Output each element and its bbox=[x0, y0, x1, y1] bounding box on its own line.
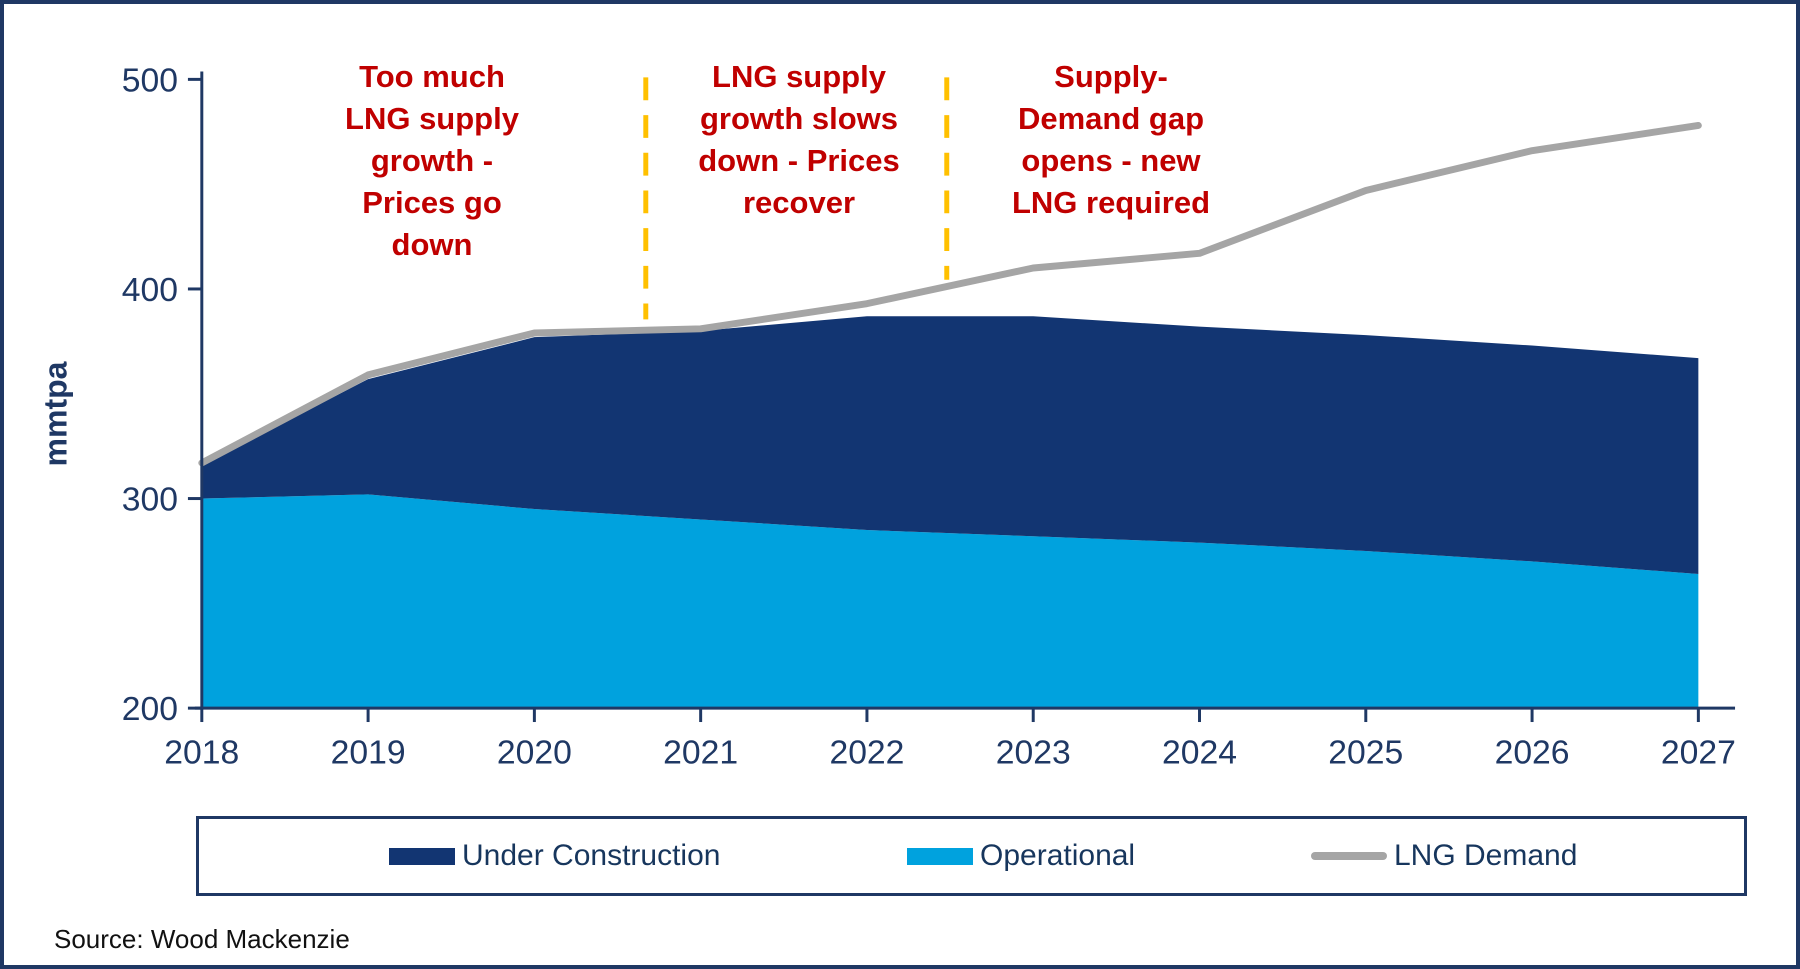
y-tick-label: 400 bbox=[122, 271, 178, 309]
operational-area bbox=[201, 494, 1699, 709]
lng-demand-swatch bbox=[1311, 852, 1387, 860]
x-tick-label: 2019 bbox=[331, 734, 406, 772]
x-tick-label: 2021 bbox=[663, 734, 738, 772]
y-tick-label: 500 bbox=[122, 61, 178, 99]
x-tick-label: 2018 bbox=[164, 734, 239, 772]
x-tick-label: 2023 bbox=[996, 734, 1071, 772]
demand-line bbox=[198, 122, 1702, 467]
x-tick-label: 2026 bbox=[1495, 734, 1570, 772]
y-tick-label: 300 bbox=[122, 480, 178, 518]
x-tick-label: 2020 bbox=[497, 734, 572, 772]
legend-label: Under Construction bbox=[462, 839, 721, 872]
annotation-growth-slows: LNG supply growth slows down - Prices re… bbox=[698, 59, 900, 220]
operational-swatch bbox=[907, 847, 973, 865]
x-tick-label: 2022 bbox=[829, 734, 904, 772]
under-construction-area bbox=[201, 316, 1699, 575]
under-construction-swatch bbox=[389, 847, 455, 865]
legend-label: LNG Demand bbox=[1394, 839, 1578, 872]
x-tick-label: 2024 bbox=[1162, 734, 1237, 772]
annotation-oversupply: Too much LNG supply growth - Prices go d… bbox=[345, 59, 519, 262]
y-axis-title: mmtpa bbox=[37, 361, 74, 467]
lng-supply-demand-chart: 200 300 400 500 2018 2019 2020 2021 2022 2023 2024… bbox=[122, 61, 1736, 772]
x-tick-label: 2025 bbox=[1328, 734, 1403, 772]
source-note: Source: Wood Mackenzie bbox=[54, 924, 350, 954]
x-tick-label: 2027 bbox=[1661, 734, 1736, 772]
legend-item-under-construction: Under Construction bbox=[389, 839, 720, 873]
legend: Under Construction Operational LNG Deman… bbox=[196, 816, 1747, 896]
y-tick-label: 200 bbox=[122, 690, 178, 728]
legend-item-operational: Operational bbox=[907, 839, 1135, 873]
legend-item-lng-demand: LNG Demand bbox=[1311, 839, 1577, 873]
annotation-gap-opens: Supply- Demand gap opens - new LNG requi… bbox=[1011, 59, 1211, 220]
legend-label: Operational bbox=[980, 839, 1136, 872]
